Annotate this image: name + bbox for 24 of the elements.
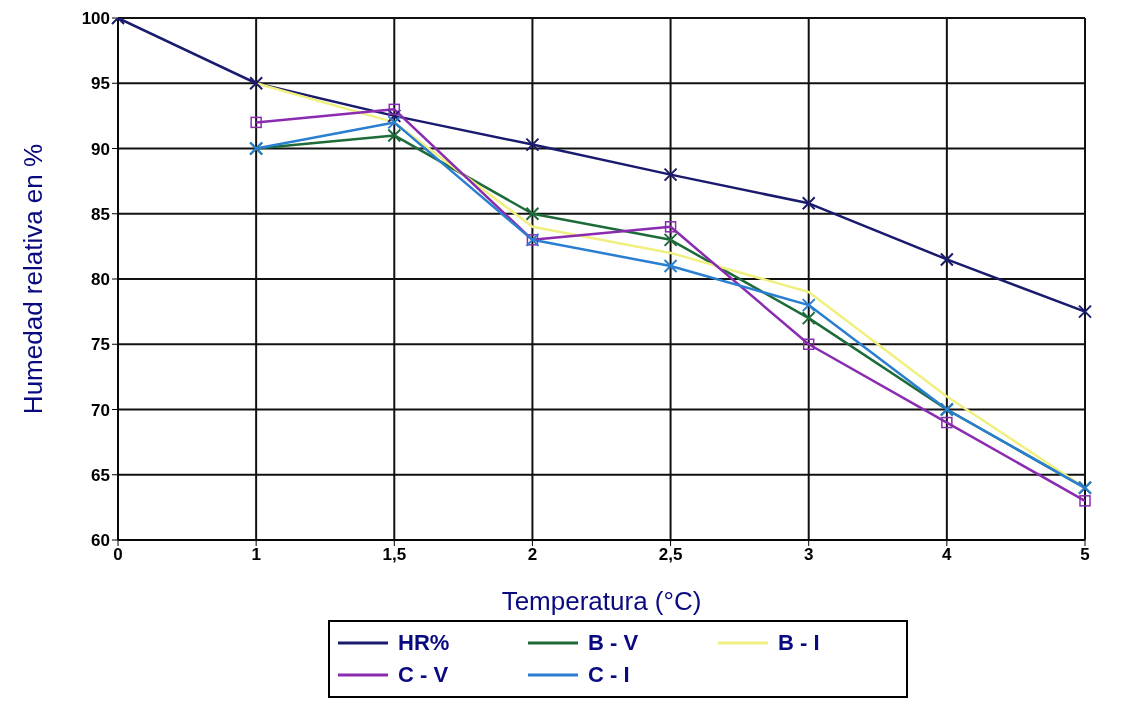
- legend-label: B - I: [777, 630, 821, 656]
- y-tick-label: 80: [91, 270, 110, 290]
- y-tick-label: 60: [91, 531, 110, 551]
- y-tick-label: 70: [91, 400, 110, 420]
- x-tick-label: 3: [803, 545, 814, 565]
- y-tick-label: 85: [91, 204, 110, 224]
- legend-label: B - V: [587, 630, 640, 656]
- y-axis-title: Humedad relativa en %: [18, 143, 49, 415]
- legend-label: C - I: [587, 662, 631, 688]
- x-tick-label: 1,5: [382, 545, 407, 565]
- legend-label: C - V: [397, 662, 450, 688]
- x-axis-title: Temperatura (°C): [501, 586, 702, 616]
- y-tick-label: 100: [81, 9, 110, 29]
- y-tick-label: 75: [91, 335, 110, 355]
- x-tick-label: 2,5: [658, 545, 683, 565]
- y-tick-label: 95: [91, 74, 110, 94]
- legend-label: HR%: [397, 630, 451, 656]
- y-tick-label: 90: [91, 139, 110, 159]
- y-tick-label: 65: [91, 465, 110, 485]
- x-tick-label: 4: [942, 545, 953, 565]
- x-tick-label: 0: [113, 545, 123, 565]
- x-tick-label: 1: [251, 545, 261, 565]
- x-tick-label: 5: [1080, 545, 1090, 565]
- x-tick-label: 2: [527, 545, 538, 565]
